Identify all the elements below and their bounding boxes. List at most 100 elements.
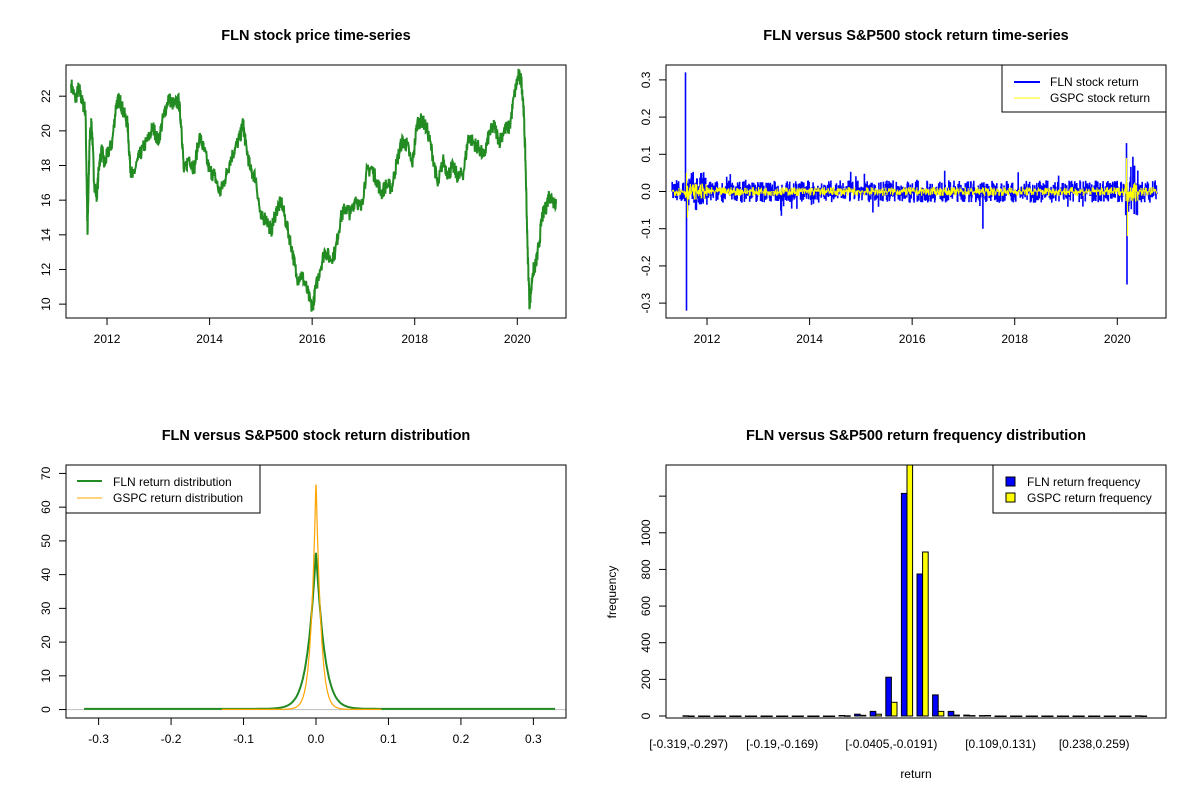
return-ts-y-tick-label: -0.2 [639,255,653,276]
frequency-axes: 0 200 400 600 800 1000 [-0.319,-0.297) [-0.19,-… [639,495,1130,751]
return-distribution-x-tick-label: 0.3 [525,732,542,746]
fln-frequency-bar [698,715,705,717]
gspc-frequency-bar [734,715,742,717]
frequency-legend-box [992,464,1167,514]
fln-frequency-bar [744,715,752,717]
fln-frequency-bar [791,715,799,717]
frequency-y-tick-label: 600 [639,596,653,616]
gspc-frequency-bar [703,715,711,717]
price-x-tick-label: 2018 [401,332,428,346]
gspc-frequency-bar [1062,715,1070,717]
return-ts-y-tick-label: -0.3 [639,292,653,313]
fln-frequency-bar [854,713,861,717]
return-ts-title: FLN versus S&P500 stock return time-seri… [763,28,1068,44]
frequency-y-tick-label: 0 [639,712,653,719]
return-ts-x-tick-label: 2018 [1001,332,1028,346]
return-distribution-x-tick-label: -0.1 [233,732,254,746]
return-distribution-x-tick-label: 0.0 [308,732,325,746]
gspc-frequency-bar [875,713,882,717]
frequency-legend: FLN return frequency GSPC return frequen… [992,464,1167,514]
fln-frequency-bar [1025,715,1033,717]
gspc-frequency-bar [984,715,992,717]
legend-fln-dist-label: FLN return distribution [113,475,232,489]
return-distribution-legend: FLN return distribution GSPC return dist… [65,464,261,514]
frequency-y-tick-label: 1000 [639,519,653,546]
legend-gspc-dist-label: GSPC return distribution [113,491,243,505]
price-x-tick-label: 2014 [196,332,223,346]
fln-frequency-bar [1041,715,1048,717]
price-x-tick-label: 2012 [94,332,121,346]
fln-frequency-bar [760,715,768,717]
return-ts-plot-area [671,72,1158,311]
return-distribution-axes: -0.3 -0.2 -0.1 0.0 0.1 0.2 0.3 0 10 20 30 40 50 60 70 [39,466,542,746]
return-ts-y-tick-label: 0.0 [639,183,653,200]
fln-frequency-bar [1103,715,1111,717]
frequency-chart: FLN versus S&P500 return frequency distr… [605,428,1167,781]
legend-fln-return-label: FLN stock return [1050,75,1139,89]
fln-frequency-bar [978,715,986,717]
return-distribution-title: FLN versus S&P500 stock return distribut… [162,428,471,444]
fln-frequency-bar [963,714,970,717]
legend-gspc-freq-swatch-icon [1005,492,1016,503]
gspc-return-series [672,158,1158,237]
price-series-line [70,68,558,312]
frequency-plot-box [665,464,1167,719]
fln-frequency-bar [885,676,892,717]
return-ts-legend: FLN stock return GSPC stock return [1001,64,1167,113]
return-distribution-plot-area [66,484,566,711]
return-distribution-y-tick-label: 50 [39,534,53,548]
price-y-tick-label: 22 [39,89,53,103]
return-distribution-x-tick-label: 0.2 [453,732,470,746]
fln-frequency-bar [994,715,1002,717]
gspc-frequency-bar [906,464,914,717]
return-ts-x-tick-label: 2012 [694,332,721,346]
return-distribution-y-tick-label: 0 [39,706,53,713]
gspc-frequency-bar [1031,715,1038,717]
gspc-frequency-bar [953,714,960,717]
return-ts-y-tick-label: 0.1 [639,146,653,163]
fln-frequency-bar [916,573,924,717]
gspc-frequency-bar [750,715,758,717]
price-y-tick-label: 14 [39,228,53,242]
gspc-frequency-bar [812,715,820,717]
fln-frequency-bar [947,710,955,717]
gspc-frequency-bar [1093,715,1101,717]
frequency-category-label: [0.238,0.259) [1059,737,1130,751]
legend-gspc-return-label: GSPC stock return [1050,91,1150,105]
return-ts-axes: 2012 2014 2016 2018 2020 -0.3 -0.2 -0.1 0.0 0.1 0.… [639,71,1131,346]
frequency-category-label: [-0.319,-0.297) [649,737,728,751]
frequency-category-label: [0.109,0.131) [965,737,1036,751]
gspc-frequency-bar [719,715,726,717]
frequency-y-tick-label: 800 [639,559,653,579]
fln-density-line [84,552,556,710]
fln-frequency-bar [1119,715,1126,717]
return-distribution-x-tick-label: 0.1 [380,732,397,746]
gspc-frequency-bar [1124,715,1132,717]
price-x-tick-label: 2020 [504,332,531,346]
price-chart-title: FLN stock price time-series [221,28,410,44]
price-axes: 2012 2014 2016 2018 2020 10 12 14 16 18 20 22 [39,89,531,346]
frequency-x-axis-label: return [900,767,931,781]
frequency-y-axis-label: frequency [605,566,619,619]
return-ts-legend-box [1001,64,1167,113]
legend-gspc-freq-label: GSPC return frequency [1027,491,1152,505]
fln-frequency-bar [713,715,721,717]
frequency-category-label: [-0.0405,-0.0191) [845,737,937,751]
frequency-y-tick-label: 400 [639,632,653,652]
gspc-frequency-bar [781,715,789,717]
gspc-frequency-bar [766,715,773,717]
return-distribution-x-tick-label: -0.2 [161,732,182,746]
return-ts-y-tick-label: 0.2 [639,108,653,125]
fln-frequency-bar [932,694,939,717]
return-distribution-legend-box [65,464,261,514]
price-y-tick-label: 12 [39,262,53,276]
legend-fln-freq-swatch-icon [1005,476,1016,487]
fln-frequency-bar [838,715,846,717]
legend-fln-freq-label: FLN return frequency [1027,475,1140,489]
frequency-plot-area [682,464,1148,717]
gspc-frequency-bar [968,715,976,717]
return-ts-x-tick-label: 2014 [796,332,823,346]
price-y-tick-label: 18 [39,159,53,173]
return-distribution-y-tick-label: 10 [39,669,53,683]
